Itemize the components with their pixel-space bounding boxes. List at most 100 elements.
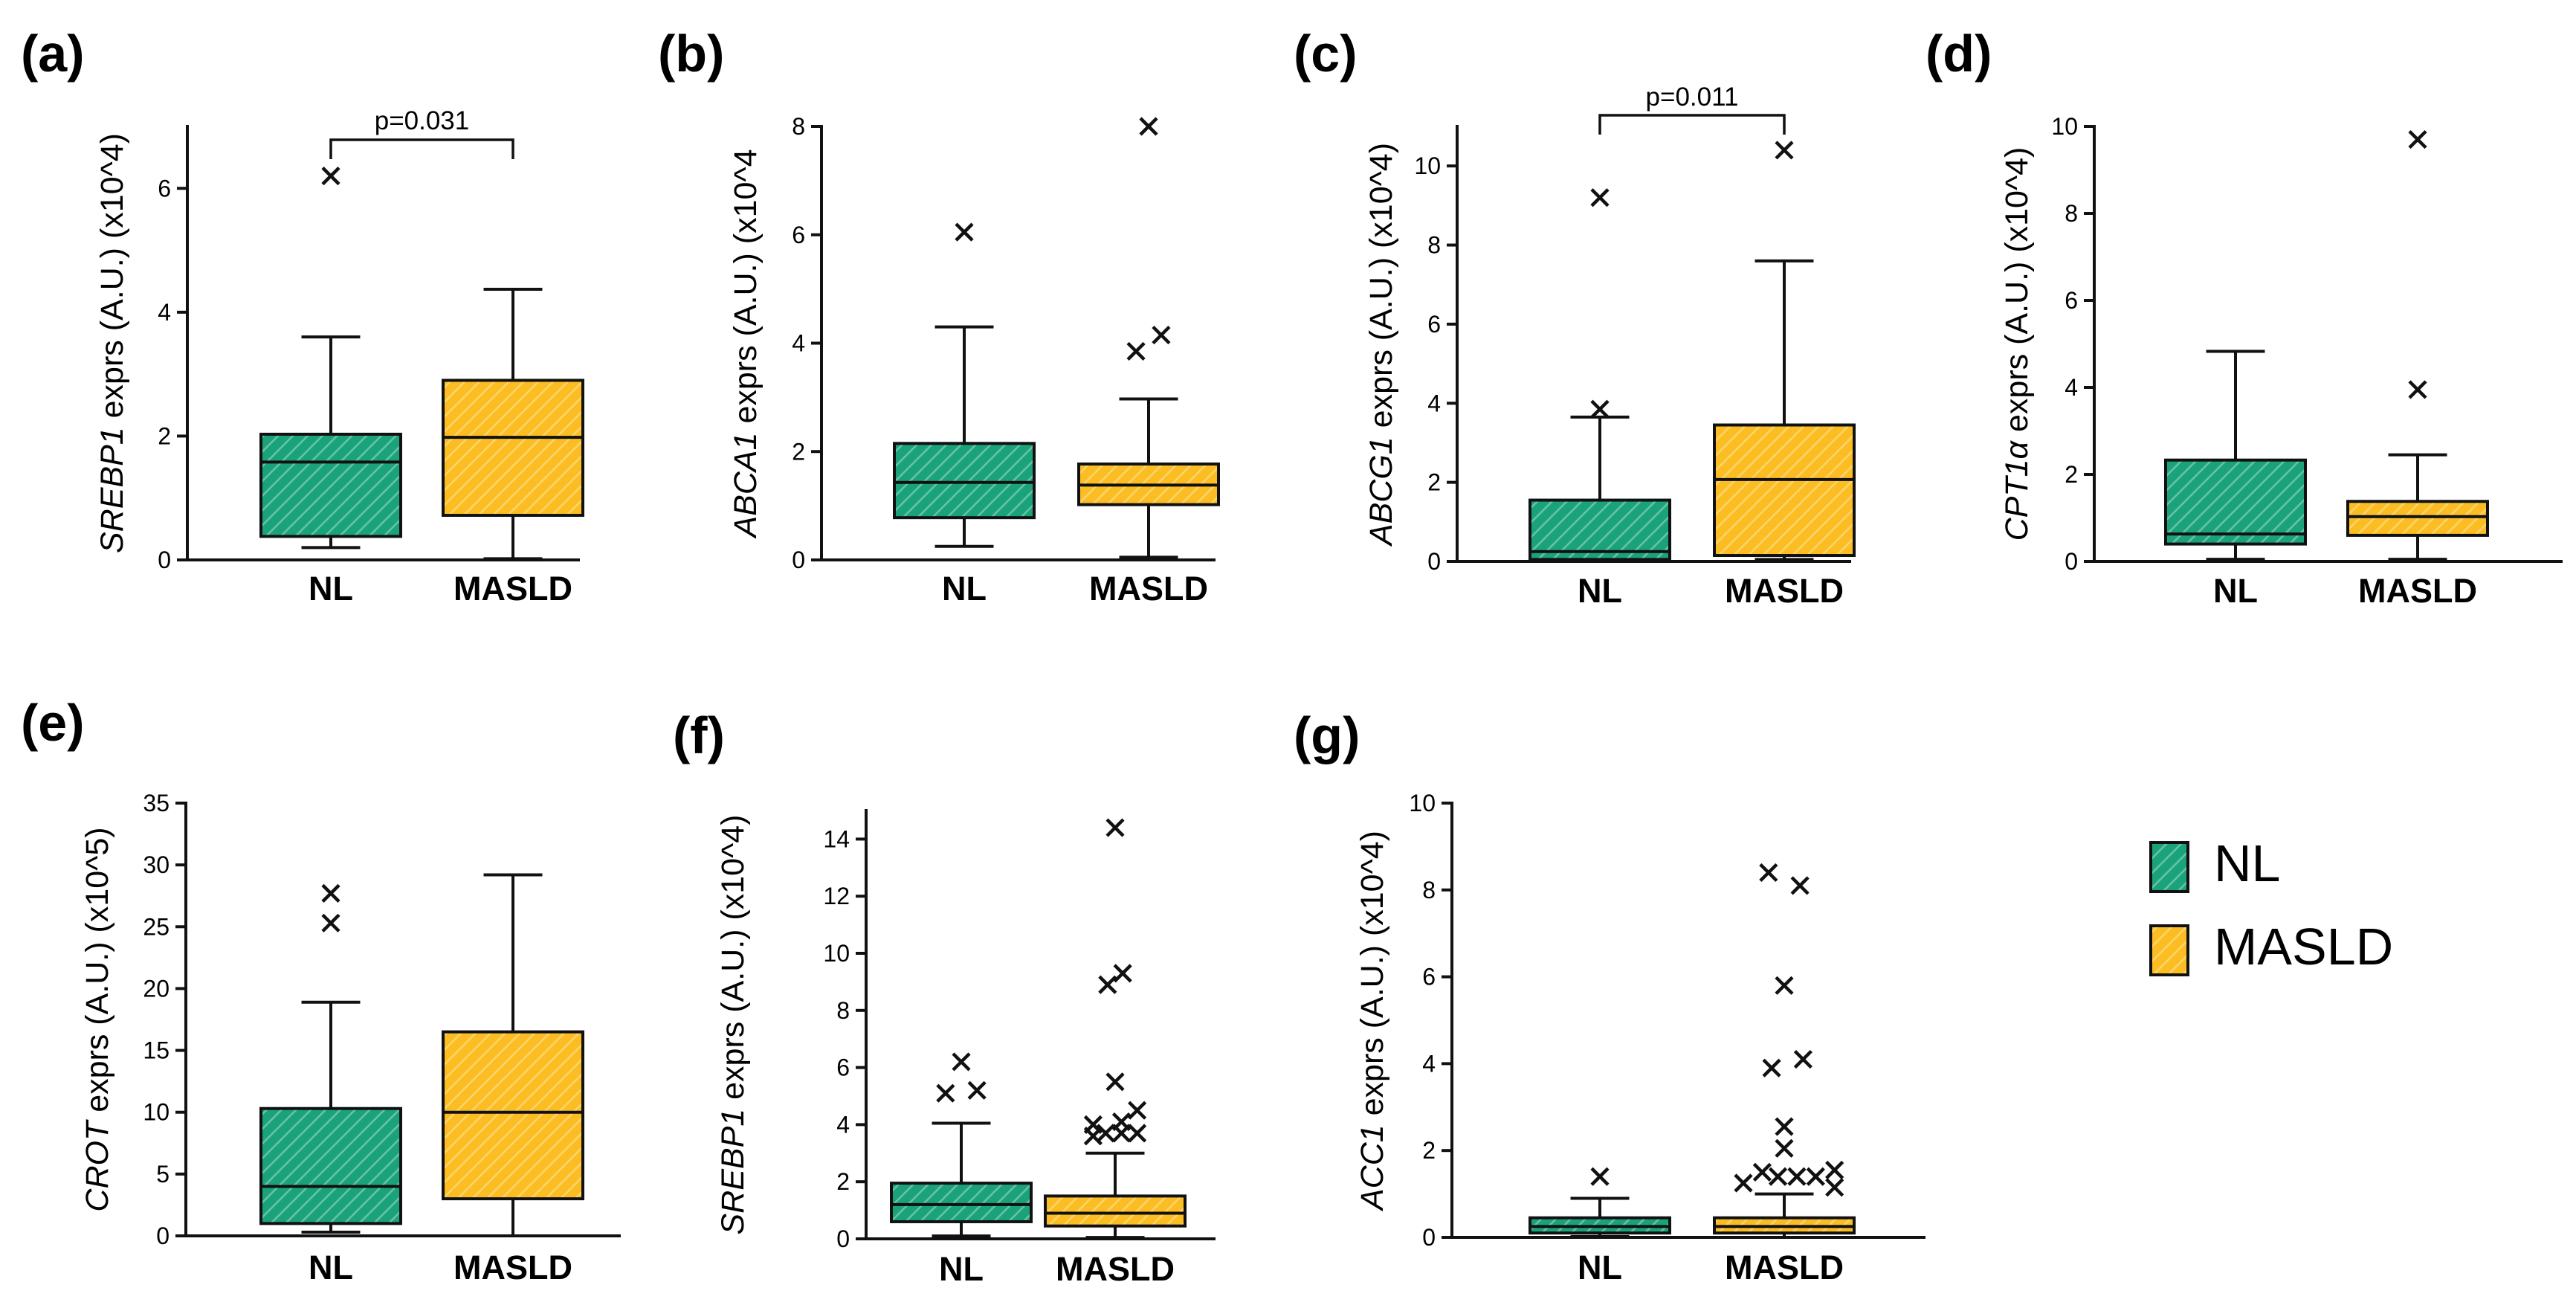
y-axis-label: ABCG1 exprs (A.U.) (x10^4) bbox=[1363, 143, 1399, 547]
iqr-box bbox=[2346, 500, 2489, 537]
outlier-marker bbox=[2408, 380, 2427, 399]
y-axis-label: ABCA1 exprs (A.U.) (x10^4 bbox=[728, 149, 764, 539]
y-tick-label: 5 bbox=[156, 1161, 170, 1188]
outlier-marker bbox=[1105, 1072, 1125, 1092]
y-axis-label: CPT1α exprs (A.U.) (x10^4) bbox=[1999, 147, 2035, 541]
iqr-box bbox=[1713, 423, 1856, 558]
y-tick-label: 10 bbox=[1409, 790, 1436, 816]
box-masld bbox=[1077, 117, 1220, 559]
x-category-label: MASLD bbox=[453, 1249, 572, 1286]
y-tick-label: 10 bbox=[1414, 152, 1441, 179]
y-tick-label: 30 bbox=[143, 851, 170, 878]
outlier-marker bbox=[321, 883, 340, 903]
y-tick-label: 10 bbox=[823, 940, 850, 967]
y-tick-label: 6 bbox=[158, 175, 171, 202]
box-nl bbox=[893, 222, 1036, 548]
y-tick-label: 8 bbox=[792, 113, 805, 140]
outlier-marker bbox=[1825, 1160, 1844, 1180]
y-tick-label: 4 bbox=[1422, 1050, 1436, 1077]
y-tick-label: 0 bbox=[156, 1222, 170, 1249]
panel-label: (b) bbox=[658, 25, 724, 83]
iqr-box bbox=[893, 442, 1036, 520]
outlier-marker bbox=[1734, 1173, 1753, 1193]
y-tick-label: 2 bbox=[1427, 469, 1441, 496]
outlier-marker bbox=[1775, 1117, 1794, 1136]
outlier-marker bbox=[936, 1083, 955, 1103]
y-tick-label: 6 bbox=[2065, 287, 2078, 314]
outlier-marker bbox=[1152, 325, 1171, 345]
y-tick-label: 8 bbox=[836, 997, 850, 1024]
y-axis-gene: ABCA1 bbox=[728, 432, 764, 539]
x-category-label: MASLD bbox=[1725, 1249, 1844, 1286]
panel-label: (c) bbox=[1294, 25, 1358, 83]
y-tick-label: 2 bbox=[1422, 1137, 1436, 1164]
x-category-label: NL bbox=[309, 1249, 353, 1286]
legend-item-masld: MASLD bbox=[2149, 918, 2393, 976]
y-axis-unit: exprs (A.U.) (x10^5) bbox=[80, 827, 115, 1121]
outlier-marker bbox=[1083, 1115, 1103, 1134]
panel-label: (e) bbox=[21, 694, 85, 752]
y-tick-label: 8 bbox=[1422, 877, 1436, 903]
y-tick-label: 6 bbox=[1427, 311, 1441, 338]
box-nl bbox=[1529, 1167, 1671, 1238]
y-tick-label: 4 bbox=[836, 1111, 850, 1138]
y-axis-unit: exprs (A.U.) (x10^4 bbox=[728, 149, 764, 432]
outlier-marker bbox=[1752, 1162, 1772, 1182]
y-axis-gene: CPT1α bbox=[1999, 439, 2035, 541]
y-axis-label: SREBP1 exprs (A.U.) (x10^4) bbox=[715, 814, 751, 1234]
y-axis-gene: CROT bbox=[80, 1119, 115, 1212]
box-nl bbox=[890, 1052, 1033, 1238]
outlier-marker bbox=[1128, 1101, 1147, 1120]
outlier-marker bbox=[321, 913, 340, 932]
iqr-box bbox=[259, 432, 402, 538]
y-axis-gene: SREBP1 bbox=[715, 1109, 751, 1235]
panels: (a) 0 2 4 6 SREBP1 exprs (A.U.) (x10^4) NL MASL… bbox=[21, 25, 2563, 1288]
panel-b: (b) 0 2 4 6 8 ABCA1 exprs (A.U.) (x10^4 NL MASLD bbox=[658, 25, 1220, 608]
outlier-marker bbox=[1759, 863, 1778, 883]
iqr-box bbox=[442, 378, 584, 518]
y-tick-label: 4 bbox=[2065, 374, 2078, 401]
y-tick-label: 12 bbox=[823, 883, 850, 909]
iqr-box bbox=[1044, 1194, 1187, 1228]
outlier-marker bbox=[1105, 818, 1125, 837]
x-category-label: NL bbox=[1578, 1249, 1622, 1286]
y-axis-unit: exprs (A.U.) (x10^4) bbox=[1999, 147, 2035, 441]
x-category-label: NL bbox=[309, 570, 353, 608]
y-tick-label: 2 bbox=[158, 422, 171, 449]
panel-label: (g) bbox=[1294, 706, 1360, 764]
y-tick-label: 0 bbox=[836, 1225, 850, 1252]
box-masld bbox=[1044, 818, 1187, 1240]
y-tick-label: 4 bbox=[792, 330, 805, 357]
outlier-marker bbox=[1806, 1167, 1825, 1186]
legend: NL MASLD bbox=[2149, 834, 2393, 976]
outlier-marker bbox=[1793, 1049, 1812, 1069]
outlier-marker bbox=[1139, 117, 1158, 136]
p-value-label: p=0.031 bbox=[375, 106, 470, 135]
iqr-box bbox=[2164, 458, 2307, 546]
box-masld bbox=[2346, 129, 2489, 561]
outlier-marker bbox=[955, 222, 974, 242]
panel-d: (d) 0 2 4 6 8 10 CPT1α exprs (A.U.) (x10^4) NL MA… bbox=[1925, 25, 2563, 610]
outlier-marker bbox=[1762, 1058, 1781, 1077]
y-axis-unit: exprs (A.U.) (x10^4) bbox=[1363, 143, 1399, 436]
box-nl bbox=[259, 883, 402, 1234]
y-axis-label: SREBP1 exprs (A.U.) (x10^4) bbox=[94, 133, 130, 553]
y-tick-label: 8 bbox=[1427, 232, 1441, 259]
x-category-label: MASLD bbox=[1056, 1250, 1175, 1288]
panel-label: (d) bbox=[1925, 25, 1992, 83]
legend-swatch bbox=[2149, 841, 2189, 893]
outlier-marker bbox=[1126, 341, 1146, 361]
significance-bracket: p=0.031 bbox=[329, 106, 514, 159]
y-tick-label: 0 bbox=[2065, 548, 2078, 575]
box-nl bbox=[1529, 188, 1671, 563]
y-tick-label: 2 bbox=[836, 1168, 850, 1195]
y-axis-unit: exprs (A.U.) (x10^4) bbox=[715, 814, 751, 1108]
iqr-box bbox=[890, 1182, 1033, 1223]
y-tick-label: 0 bbox=[158, 547, 171, 573]
box-masld bbox=[442, 873, 584, 1237]
iqr-box bbox=[442, 1030, 584, 1201]
outlier-marker bbox=[2408, 129, 2427, 149]
outlier-marker bbox=[1768, 1167, 1788, 1186]
box-masld bbox=[442, 288, 584, 561]
